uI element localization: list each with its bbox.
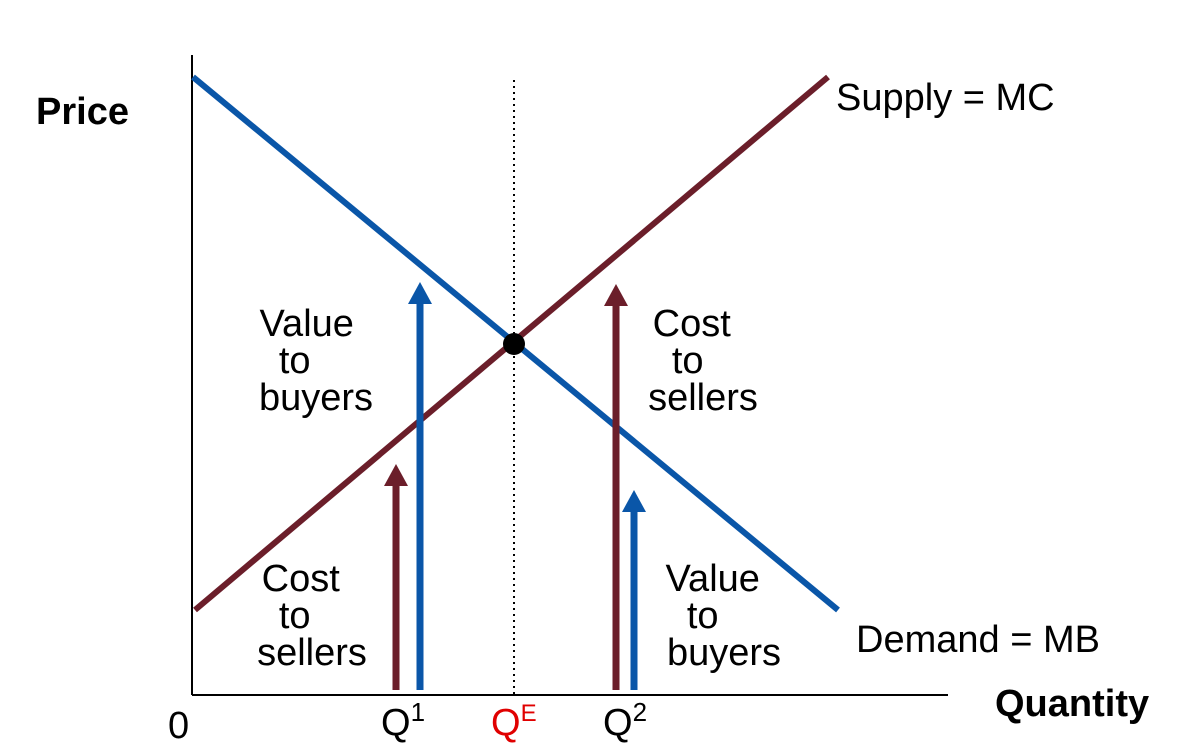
q2-base: Q: [603, 702, 633, 744]
q1-tick-label: Q1: [381, 697, 425, 744]
left-cost-line-3: sellers: [257, 632, 367, 674]
left-value-line-2: to: [279, 340, 311, 382]
demand-label: Demand = MB: [856, 619, 1100, 661]
left-value-line-3: buyers: [259, 377, 373, 419]
left-value-line-1: Value: [260, 303, 354, 345]
right-value-line-1: Value: [666, 558, 760, 600]
origin-label: 0: [168, 705, 189, 745]
qe-sup: E: [521, 700, 537, 727]
q1-cost-arrowhead: [384, 464, 408, 486]
equilibrium-point: [503, 333, 525, 355]
q2-value-arrowhead: [622, 490, 646, 512]
left-cost-line-1: Cost: [262, 558, 341, 600]
y-axis-label: Price: [36, 91, 129, 133]
q2-tick-label: Q2: [603, 697, 647, 744]
q1-sup: 1: [411, 697, 425, 727]
right-cost-line-2: to: [672, 340, 704, 382]
right-value-line-3: buyers: [667, 632, 781, 674]
right-cost-line-3: sellers: [648, 377, 758, 419]
qe-base: Q: [491, 702, 521, 744]
right-value-annotation: Value to buyers: [666, 558, 782, 674]
right-cost-annotation: Cost to sellers: [648, 303, 758, 419]
q2-sup: 2: [633, 697, 647, 727]
left-cost-line-2: to: [279, 595, 311, 637]
supply-label: Supply = MC: [836, 77, 1055, 119]
right-value-line-2: to: [687, 595, 719, 637]
left-cost-annotation: Cost to sellers: [257, 558, 367, 674]
left-value-annotation: Value to buyers: [259, 303, 373, 419]
x-axis-label: Quantity: [995, 683, 1149, 725]
q1-base: Q: [381, 702, 411, 744]
right-cost-line-1: Cost: [653, 303, 732, 345]
qe-tick-label: QE: [491, 700, 537, 744]
q1-value-arrowhead: [408, 282, 432, 304]
q2-cost-arrowhead: [604, 284, 628, 306]
